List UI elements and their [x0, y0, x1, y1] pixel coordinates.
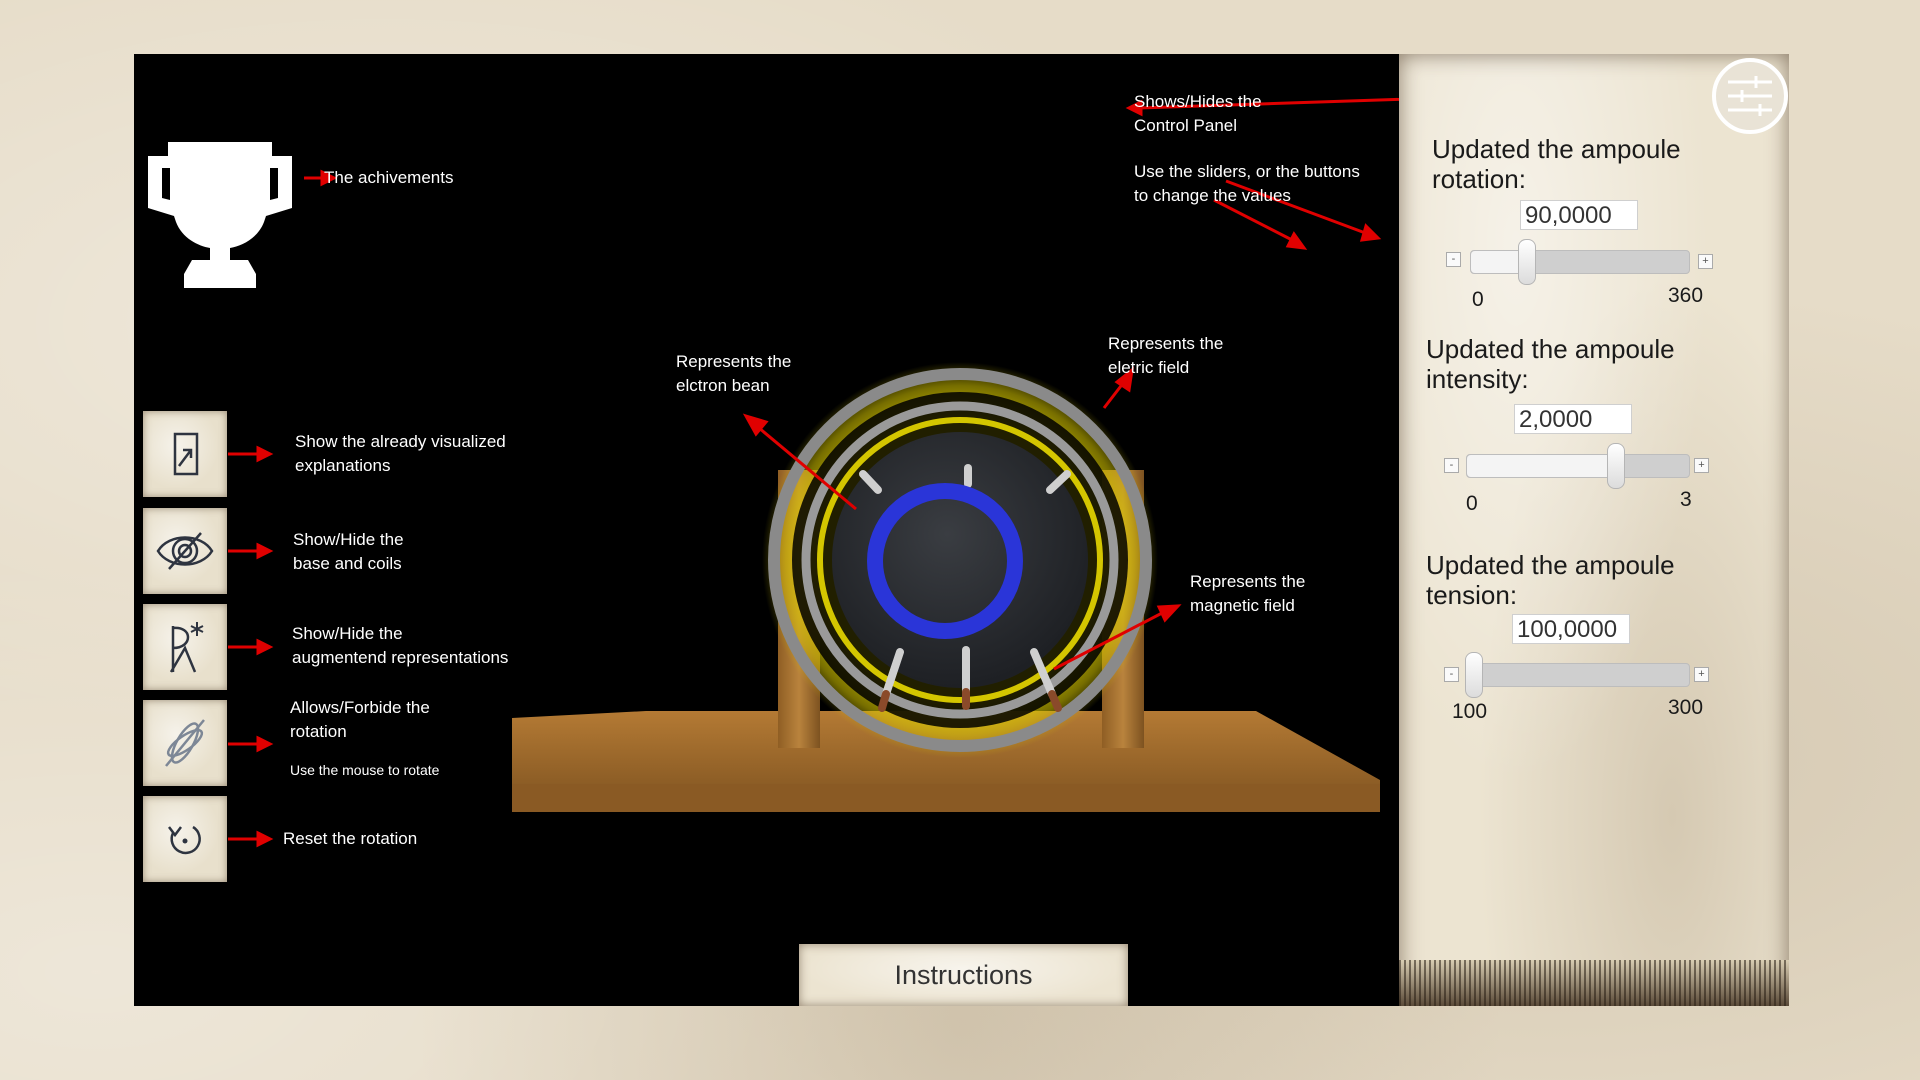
- toggle-augmented-button[interactable]: [143, 604, 227, 690]
- rotation-decrement-button[interactable]: -: [1446, 252, 1461, 267]
- tension-slider-thumb[interactable]: [1465, 652, 1483, 698]
- arrow-magnetic-field: [1053, 610, 1165, 671]
- arrow-slider-1: [1225, 179, 1369, 236]
- tension-label: Updated the ampoule tension:: [1426, 550, 1675, 610]
- rotation-slider[interactable]: [1470, 239, 1690, 285]
- coil-inner: [801, 401, 1119, 719]
- intensity-increment-button[interactable]: +: [1694, 458, 1709, 473]
- tension-increment-button[interactable]: +: [1694, 667, 1709, 682]
- rotation-increment-button[interactable]: +: [1698, 254, 1713, 269]
- arrow-control-panel: [1139, 97, 1399, 110]
- eye-coils-icon: [156, 532, 214, 570]
- control-panel: [1399, 54, 1789, 1006]
- rotation-max: 360: [1668, 284, 1704, 307]
- label-sliders: Use the sliders, or the buttons to change…: [1134, 162, 1360, 205]
- tension-decrement-button[interactable]: -: [1444, 667, 1459, 682]
- intensity-input[interactable]: 2,0000: [1514, 404, 1632, 434]
- label-electric-field: Represents the eletric field: [1108, 334, 1224, 377]
- label-control-panel: Shows/Hides the Control Panel: [1134, 92, 1262, 135]
- intensity-min: 0: [1466, 492, 1478, 515]
- wooden-base-front: [512, 784, 1380, 812]
- augmented-icon: [169, 622, 204, 673]
- rotation-slider-thumb[interactable]: [1517, 239, 1536, 285]
- label-explanations: Show the already visualized explanations: [295, 432, 506, 475]
- intensity-slider-fill: [1467, 455, 1616, 477]
- rotation-input[interactable]: 90,0000: [1520, 200, 1638, 230]
- control-panel-edge: [1399, 960, 1789, 1006]
- arrow-electric-field: [1102, 381, 1126, 409]
- label-rotation: Allows/Forbide the rotation: [290, 698, 430, 741]
- achievements-button[interactable]: [146, 142, 294, 292]
- tube-apparatus[interactable]: [134, 54, 1399, 1006]
- label-augmented: Show/Hide the augmentend representations: [292, 624, 509, 667]
- trophy-icon: [148, 142, 292, 288]
- glass-bulb: [832, 432, 1088, 688]
- instructions-button[interactable]: Instructions: [799, 944, 1128, 1006]
- explanations-button[interactable]: [143, 411, 227, 497]
- toggle-control-panel-button[interactable]: [1712, 58, 1788, 134]
- rotation-toggle-icon: [165, 719, 205, 767]
- electron-beam-ring: [867, 483, 1023, 639]
- reset-rotation-icon: [168, 825, 201, 855]
- coil-outer: [768, 368, 1152, 752]
- sliders-settings-icon: [1728, 76, 1772, 116]
- label-rotation-hint: Use the mouse to rotate: [290, 762, 440, 778]
- label-magnetic-field: Represents the magnetic field: [1190, 572, 1306, 615]
- label-electron-beam: Represents the elctron bean: [676, 352, 792, 395]
- intensity-max: 3: [1680, 488, 1692, 511]
- reset-rotation-button[interactable]: [143, 796, 227, 882]
- explanations-icon: [173, 432, 199, 476]
- toggle-rotation-button[interactable]: [143, 700, 227, 786]
- intensity-label: Updated the ampoule intensity:: [1426, 334, 1675, 394]
- tension-max: 300: [1668, 696, 1704, 719]
- toggle-coils-button[interactable]: [143, 508, 227, 594]
- scene-viewport[interactable]: [134, 54, 1399, 1006]
- intensity-slider[interactable]: [1466, 443, 1690, 489]
- rotation-min: 0: [1472, 288, 1484, 311]
- rotation-label: Updated the ampoule rotation:: [1432, 134, 1681, 194]
- label-reset: Reset the rotation: [283, 829, 418, 848]
- tension-min: 100: [1452, 700, 1488, 723]
- arrow-electron-beam: [758, 426, 857, 511]
- rotation-slider-fill: [1471, 251, 1526, 273]
- tension-slider[interactable]: [1465, 652, 1690, 698]
- label-base-coils: Show/Hide the base and coils: [293, 530, 404, 573]
- intensity-decrement-button[interactable]: -: [1444, 458, 1459, 473]
- tension-input[interactable]: 100,0000: [1512, 614, 1630, 644]
- label-achievements: The achivements: [324, 168, 454, 187]
- intensity-slider-thumb[interactable]: [1607, 443, 1626, 489]
- arrow-slider-2: [1213, 198, 1297, 244]
